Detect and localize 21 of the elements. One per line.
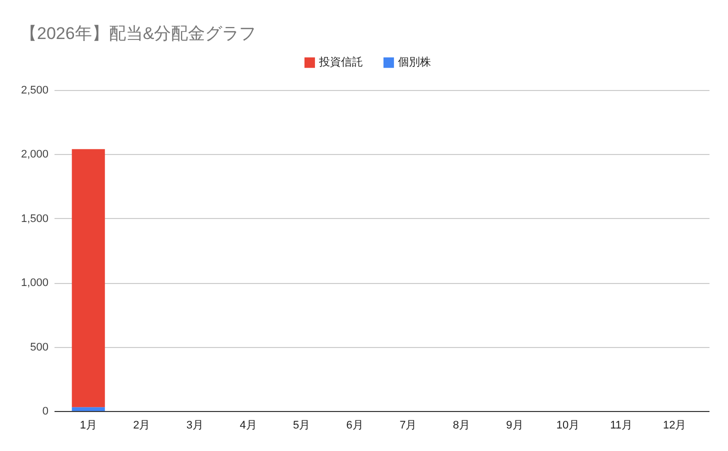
y-tick-label: 1,500 xyxy=(20,212,48,225)
chart-title: 【2026年】配当&分配金グラフ xyxy=(20,24,256,43)
legend-label: 投資信託 xyxy=(318,56,364,69)
x-tick-label: 5月 xyxy=(292,420,310,432)
x-tick-label: 7月 xyxy=(400,420,417,432)
x-tick-label: 3月 xyxy=(186,420,204,432)
x-tick-label: 1月 xyxy=(80,420,97,432)
x-tick-label: 2月 xyxy=(133,420,150,432)
y-tick-label: 500 xyxy=(30,341,48,354)
x-tick-label: 10月 xyxy=(556,420,580,432)
x-tick-label: 9月 xyxy=(506,420,524,432)
x-tick-label: 4月 xyxy=(240,420,257,432)
legend-label: 個別株 xyxy=(398,56,432,69)
y-tick-label: 0 xyxy=(42,406,48,418)
x-tick-label: 12月 xyxy=(663,420,686,432)
x-tick-label: 11月 xyxy=(610,420,633,432)
x-tick-label: 8月 xyxy=(452,420,470,432)
y-tick-label: 1,000 xyxy=(20,277,48,290)
x-tick-label: 6月 xyxy=(346,420,364,432)
y-tick-label: 2,000 xyxy=(20,148,48,161)
y-tick-label: 2,500 xyxy=(20,84,48,96)
